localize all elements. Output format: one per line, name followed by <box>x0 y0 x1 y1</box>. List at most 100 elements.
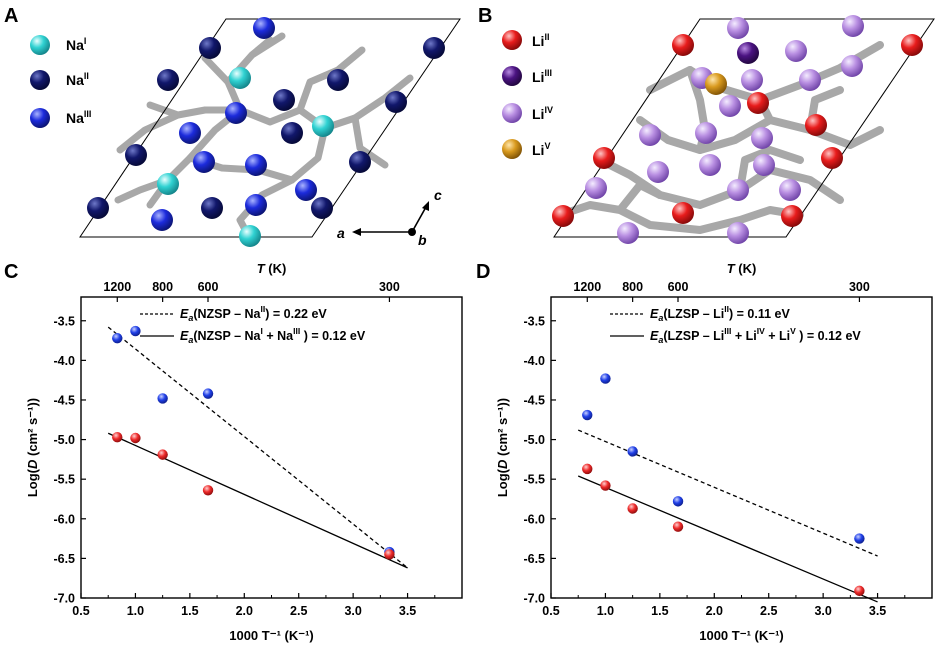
y-tick-label: -5.5 <box>523 473 545 487</box>
li-atom-red <box>593 147 615 169</box>
li-atom-lav <box>727 222 749 244</box>
na-atom-navy <box>281 122 303 144</box>
na-atom-blue <box>225 102 247 124</box>
atoms-b <box>552 15 923 244</box>
panel-label-c: C <box>4 261 18 283</box>
data-point <box>854 585 865 597</box>
panel-label-b: B <box>478 5 492 27</box>
y-axis-label: Log(D (cm² s⁻¹)) <box>495 398 510 497</box>
na-atom-navy <box>273 89 295 111</box>
y-tick-label: -5.5 <box>53 473 75 487</box>
li-atom-red <box>805 114 827 136</box>
na-atom-navy <box>385 91 407 113</box>
legend-marker-li-iii <box>502 66 522 86</box>
data-point <box>112 432 123 443</box>
y-tick-label: -3.5 <box>53 314 75 328</box>
li-atom-lav <box>647 161 669 183</box>
x-tick-label: 2.0 <box>236 604 253 618</box>
x-tick-label: 1.0 <box>127 604 144 618</box>
li-atom-lav <box>842 15 864 37</box>
data-point <box>202 388 214 399</box>
li-atom-lav <box>695 122 717 144</box>
legend-label-na-ii: NaII <box>66 71 89 88</box>
na-atom-navy <box>201 197 223 219</box>
x-tick-label: 3.5 <box>399 604 416 618</box>
legend-label-li-ii: LiII <box>532 32 549 49</box>
top-tick-label: 800 <box>622 280 643 294</box>
panel-c: C 0.5 1.0 1.5 2.0 2.5 3.0 3.5 -3.5 -4.0 -4.5 -5.0 -… <box>4 261 463 643</box>
na-atom-navy <box>423 37 445 59</box>
na-atom-navy <box>87 197 109 219</box>
unit-cell-a <box>79 18 461 238</box>
na-atom-navy <box>125 144 147 166</box>
li-atom-lav <box>785 40 807 62</box>
diffusion-network-b <box>556 41 884 234</box>
legend-label-li-iii: LiIII <box>532 68 552 85</box>
panel-label-a: A <box>4 5 18 27</box>
data-point <box>202 485 214 496</box>
y-tick-label: -3.5 <box>523 314 545 328</box>
legend-marker-li-ii <box>502 30 522 50</box>
x-tick-label: 1.0 <box>597 604 614 618</box>
axis-c-label: c <box>434 187 442 203</box>
li-atom-red <box>672 202 694 224</box>
na-atom-blue <box>151 209 173 231</box>
y-tick-label: -6.0 <box>523 512 545 526</box>
panel-b: B LiII LiIII LiIV LiV <box>478 5 935 244</box>
li-atom-lav <box>841 55 863 77</box>
data-point <box>157 449 168 460</box>
data-point <box>600 373 611 384</box>
legend-b: LiII LiIII LiIV LiV <box>502 30 553 159</box>
atoms-a <box>87 17 445 247</box>
x-tick-label: 3.5 <box>869 604 886 618</box>
y-tick-label: -4.5 <box>53 393 75 407</box>
li-atom-lav <box>699 154 721 176</box>
x-axis-label: 1000 T⁻¹ (K⁻¹) <box>699 628 784 643</box>
top-tick-label: 1200 <box>573 280 601 294</box>
li-atom-red <box>552 205 574 227</box>
fit-line-dashed <box>107 326 408 569</box>
legend-label-li-iv: LiIV <box>532 105 553 122</box>
na-atom-cyan <box>157 173 179 195</box>
data-point <box>582 463 593 475</box>
data-point <box>384 549 395 560</box>
axis-a-label: a <box>337 225 345 241</box>
x-tick-label: 0.5 <box>542 604 559 618</box>
legend-a: NaI NaII NaIII <box>30 35 91 128</box>
x-tick-label: 2.0 <box>706 604 723 618</box>
na-atom-navy <box>349 151 371 173</box>
data-point <box>112 332 123 344</box>
top-tick-label: 600 <box>668 280 689 294</box>
legend-entry: Ea(NZSP – NaI + NaIII ) = 0.12 eV <box>180 326 366 345</box>
li-atom-red <box>901 34 923 56</box>
li-atom-lav <box>585 177 607 199</box>
li-atom-lav <box>799 69 821 91</box>
x-tick-label: 3.0 <box>814 604 831 618</box>
chart-c: 0.5 1.0 1.5 2.0 2.5 3.0 3.5 -3.5 -4.0 -4.5 -5.0 -5.… <box>25 261 463 643</box>
legend-marker-na-iii <box>30 108 50 128</box>
y-tick-label: -4.0 <box>53 354 75 368</box>
li-atom-lav <box>719 95 741 117</box>
axis-triad <box>352 201 429 236</box>
top-tick-label: 1200 <box>103 280 131 294</box>
li-atom-lav <box>727 17 749 39</box>
na-atom-cyan <box>229 67 251 89</box>
li-atom-lav <box>741 69 763 91</box>
top-axis-label: T (K) <box>257 261 287 276</box>
na-atom-navy <box>157 69 179 91</box>
na-atom-cyan <box>239 225 261 247</box>
x-tick-label: 3.0 <box>344 604 361 618</box>
legend-entry: Ea(LZSP – LiIII + LiIV + LiV ) = 0.12 eV <box>650 326 861 345</box>
y-tick-label: -7.0 <box>53 592 75 606</box>
data-point <box>130 325 141 337</box>
li-atom-orange <box>705 73 727 95</box>
y-tick-label: -4.0 <box>523 354 545 368</box>
top-tick-label: 300 <box>379 280 400 294</box>
data-point <box>582 409 593 421</box>
x-tick-label: 1.5 <box>651 604 668 618</box>
data-point <box>627 503 638 514</box>
data-point <box>672 521 684 532</box>
li-atom-lav <box>639 124 661 146</box>
x-tick-label: 0.5 <box>72 604 89 618</box>
x-tick-label: 2.5 <box>760 604 777 618</box>
